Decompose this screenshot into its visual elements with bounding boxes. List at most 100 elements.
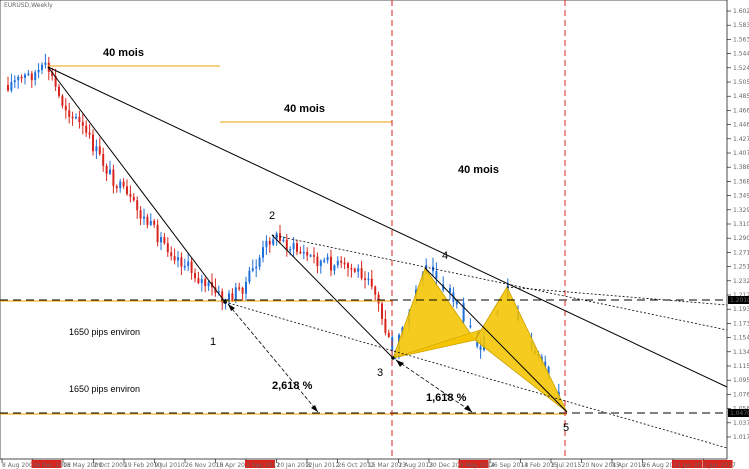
candle-body xyxy=(479,346,482,350)
y-tick-label: 1.3880 xyxy=(733,164,749,171)
candle-body xyxy=(323,260,326,262)
candle-body xyxy=(37,69,40,73)
candle-body xyxy=(81,122,84,126)
candle-body xyxy=(336,260,339,266)
x-tick-label: 2 Jun 2017 xyxy=(704,462,736,469)
candle-body xyxy=(258,257,261,267)
x-tick-label: 2 Aug 2013 xyxy=(399,462,434,469)
candle-body xyxy=(238,287,241,289)
candle-body xyxy=(377,294,380,304)
candle-body xyxy=(469,325,472,328)
y-tick-label: 1.0370 xyxy=(733,420,749,427)
y-tick-label: 1.5245 xyxy=(733,65,749,72)
candle-body xyxy=(343,262,346,265)
candle-body xyxy=(139,210,142,219)
candle-body xyxy=(163,237,166,244)
y-tick-label: 1.4075 xyxy=(733,150,749,157)
x-tick-label: 26 Aug 2016 xyxy=(643,462,682,469)
y-tick-label: 1.2710 xyxy=(733,249,749,256)
y-tick-label: 1.3490 xyxy=(733,193,749,200)
candle-body xyxy=(221,291,224,303)
candle-body xyxy=(381,303,383,319)
candle-body xyxy=(316,256,319,266)
candle-body xyxy=(262,247,264,258)
candle-body xyxy=(173,256,176,261)
distance-label-2: 1650 pips environ xyxy=(69,384,140,394)
wave-segment-4-5 xyxy=(424,267,568,413)
candle-body xyxy=(78,116,81,123)
candle-body xyxy=(544,361,547,367)
candle-body xyxy=(136,200,139,211)
period-label-3: 40 mois xyxy=(458,164,499,176)
candle-body xyxy=(245,281,247,294)
fib-arrow-1618 xyxy=(395,359,473,413)
distance-label-1: 1650 pips environ xyxy=(69,327,140,337)
candle-body xyxy=(194,273,196,279)
x-tick-label: 9 Jul 2010 xyxy=(155,462,185,469)
x-highlight xyxy=(672,460,702,468)
wave-label-5: 5 xyxy=(563,422,569,434)
candle-body xyxy=(272,239,275,245)
candle-body xyxy=(170,252,173,257)
candle-body xyxy=(302,251,305,254)
y-tick-label: 1.3685 xyxy=(733,178,749,185)
x-tick-label: 8 Apr 2016 xyxy=(612,462,645,469)
chart-title: EURUSD,Weekly xyxy=(4,2,53,9)
candle-body xyxy=(561,391,564,403)
candle-body xyxy=(204,279,207,287)
x-tick-label: 3 Jul 2015 xyxy=(551,462,581,469)
y-tick-label: 1.1540 xyxy=(733,335,749,342)
candle-body xyxy=(160,237,162,243)
fib-label-2618: 2,618 % xyxy=(272,380,313,392)
candle-body xyxy=(214,287,217,294)
candle-body xyxy=(109,169,111,174)
x-tick-label: 26 Oct 2012 xyxy=(338,462,375,469)
candle-body xyxy=(319,260,322,266)
candle-body xyxy=(551,373,553,385)
candle-body xyxy=(58,86,60,96)
candle-body xyxy=(54,76,57,87)
x-tick-label: 8 Jun 2012 xyxy=(307,462,339,469)
y-tick-label: 1.3100 xyxy=(733,221,749,228)
pattern-joint xyxy=(392,329,481,359)
candle-body xyxy=(384,318,387,333)
candle-body xyxy=(241,287,244,294)
candle-body xyxy=(347,263,349,269)
x-tick-label: 19 Feb 2010 xyxy=(124,462,162,469)
price-tag-label: 1.2010 xyxy=(730,297,749,304)
candle-body xyxy=(217,291,220,294)
candle-body xyxy=(370,278,373,287)
candle-body xyxy=(374,286,377,295)
candle-body xyxy=(122,181,125,187)
harmonic-pattern-layer xyxy=(392,267,568,413)
candle-body xyxy=(129,194,132,197)
candle-body xyxy=(313,255,315,257)
candle-body xyxy=(187,261,190,266)
candle-body xyxy=(387,332,390,337)
candle-body xyxy=(156,224,159,243)
candle-body xyxy=(24,74,26,78)
candle-body xyxy=(340,260,343,263)
candle-body xyxy=(357,268,360,272)
candle-body xyxy=(177,257,179,261)
candle-body xyxy=(183,265,186,268)
wave-point xyxy=(223,300,227,304)
y-tick-label: 1.4465 xyxy=(733,122,749,129)
candle-body xyxy=(438,278,441,285)
candle-body xyxy=(10,82,13,91)
candle-body xyxy=(207,282,210,287)
y-tick-label: 1.4270 xyxy=(733,136,749,143)
candle-body xyxy=(364,278,366,280)
candle-body xyxy=(265,240,268,248)
x-tick-label: 8 Aug 2008 xyxy=(2,462,37,469)
candle-body xyxy=(71,116,74,119)
x-tick-label: 26 Nov 2010 xyxy=(185,462,224,469)
fib-arrowhead-2618 xyxy=(311,405,318,412)
candle-body xyxy=(180,257,183,267)
candle-body xyxy=(476,340,479,347)
candle-body xyxy=(309,255,312,257)
fib-arrowtail-1618 xyxy=(396,360,404,367)
candle-body xyxy=(292,243,295,250)
x-tick-label: 13 Feb 2015 xyxy=(521,462,559,469)
